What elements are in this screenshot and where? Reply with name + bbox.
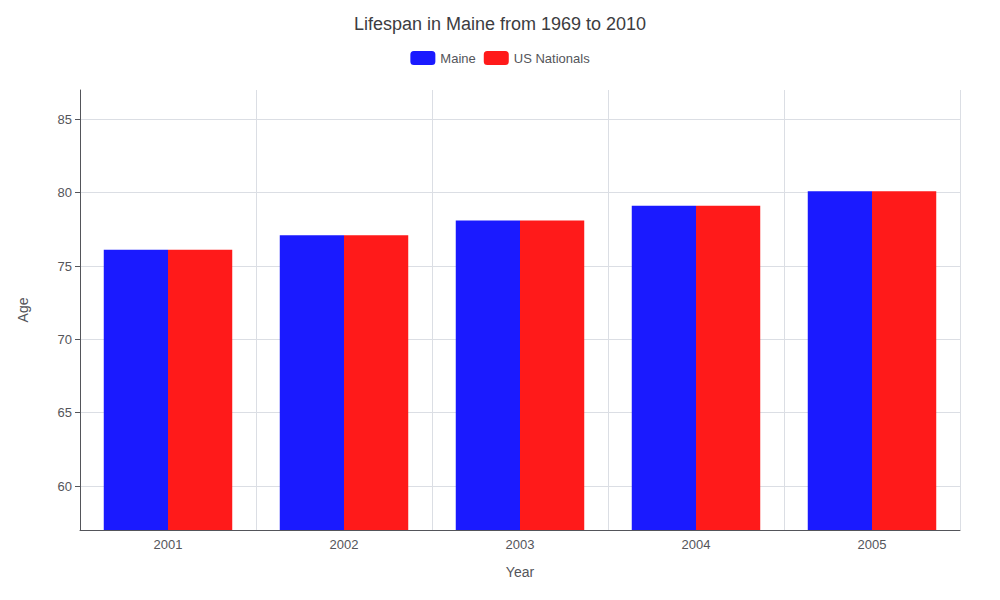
svg-text:80: 80 — [58, 185, 72, 200]
svg-text:60: 60 — [58, 479, 72, 494]
svg-text:Maine: Maine — [440, 51, 475, 66]
svg-text:2005: 2005 — [858, 537, 887, 552]
svg-text:2001: 2001 — [154, 537, 183, 552]
svg-text:Age: Age — [15, 297, 31, 322]
svg-text:2004: 2004 — [682, 537, 711, 552]
svg-text:2003: 2003 — [506, 537, 535, 552]
svg-text:US Nationals: US Nationals — [514, 51, 590, 66]
svg-text:75: 75 — [58, 259, 72, 274]
svg-text:85: 85 — [58, 112, 72, 127]
svg-text:Lifespan in Maine from 1969 to: Lifespan in Maine from 1969 to 2010 — [354, 14, 646, 34]
svg-text:65: 65 — [58, 405, 72, 420]
svg-text:Year: Year — [506, 564, 535, 580]
svg-text:2002: 2002 — [330, 537, 359, 552]
svg-text:70: 70 — [58, 332, 72, 347]
